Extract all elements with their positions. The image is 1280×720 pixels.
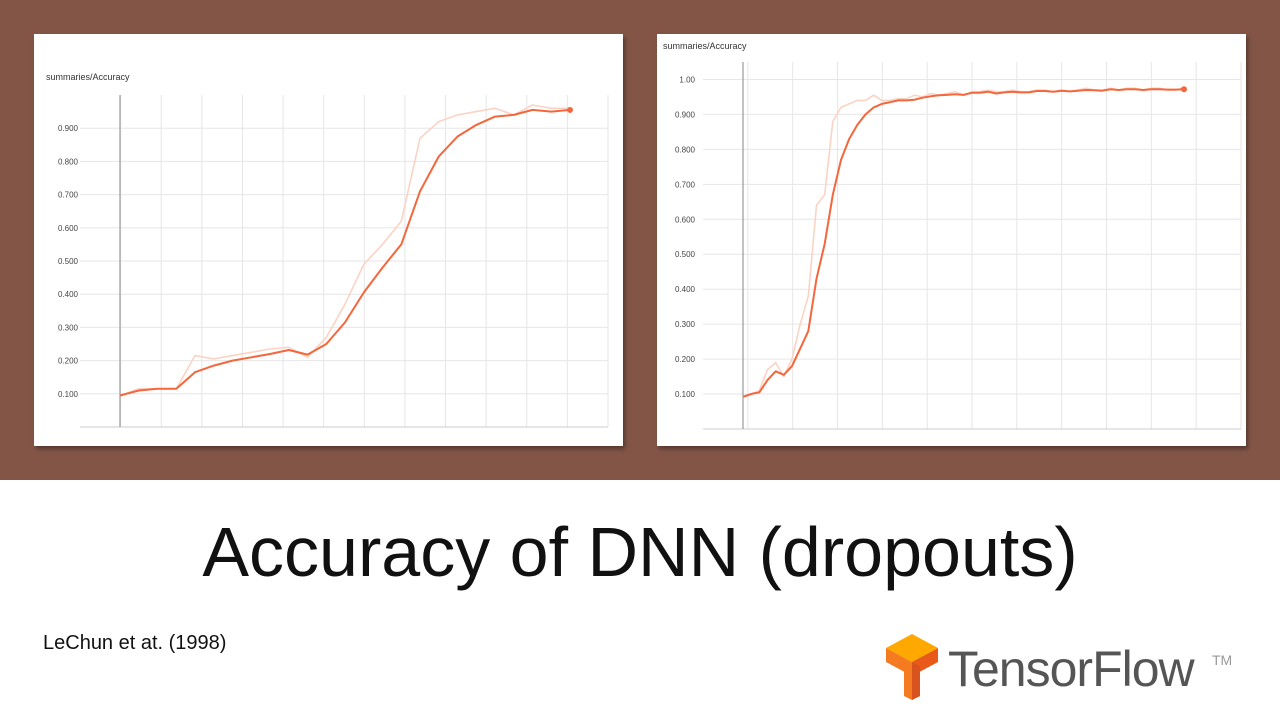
y-tick-label: 0.500: [675, 250, 696, 259]
y-tick-label: 0.100: [675, 390, 696, 399]
y-tick-label: 0.200: [675, 355, 696, 364]
series-line-smoothed: [742, 88, 1185, 398]
chart-title: summaries/Accuracy: [46, 72, 130, 82]
accuracy-chart-left: 0.100 0.200 0.300 0.400 0.500 0.600 0.700 0.800…: [34, 34, 623, 446]
accuracy-chart-left-svg: 0.100 0.200 0.300 0.400 0.500 0.600 0.700 0.800…: [46, 72, 609, 428]
y-tick-label: 0.100: [58, 390, 79, 399]
series-line-raw: [119, 104, 570, 397]
y-tick-label: 0.600: [675, 215, 696, 224]
tensorflow-logo: TensorFlow TM: [882, 630, 1242, 702]
series-line-raw: [742, 87, 1185, 399]
y-tick-label: 0.500: [58, 257, 79, 266]
accuracy-chart-right-svg: 0.100 0.200 0.300 0.400 0.500 0.600 0.700 0.800…: [663, 41, 1242, 430]
y-tick-label: 0.300: [675, 320, 696, 329]
y-tick-label: 1.00: [679, 75, 695, 84]
citation: LeChun et at. (1998): [43, 632, 227, 654]
y-tick-label: 0.800: [58, 157, 79, 166]
chart-title: summaries/Accuracy: [663, 41, 747, 51]
y-tick-label: 0.600: [58, 224, 79, 233]
y-tick-label: 0.900: [58, 124, 79, 133]
y-tick-label: 0.400: [675, 285, 696, 294]
y-tick-label: 0.700: [675, 180, 696, 189]
logo-trademark: TM: [1212, 652, 1233, 668]
tensorflow-logo-icon: [886, 634, 938, 700]
y-tick-label: 0.400: [58, 290, 79, 299]
y-tick-label: 0.800: [675, 145, 696, 154]
series-end-point: [1181, 86, 1187, 93]
slide-title: Accuracy of DNN (dropouts): [202, 513, 1078, 591]
series-end-point: [567, 106, 573, 113]
y-tick-label: 0.200: [58, 357, 79, 366]
series-line-smoothed: [119, 108, 571, 397]
accuracy-chart-right: 0.100 0.200 0.300 0.400 0.500 0.600 0.700 0.800…: [657, 34, 1246, 446]
y-tick-label: 0.300: [58, 323, 79, 332]
y-tick-label: 0.700: [58, 191, 79, 200]
logo-wordmark: TensorFlow: [948, 641, 1195, 697]
y-tick-label: 0.900: [675, 110, 696, 119]
